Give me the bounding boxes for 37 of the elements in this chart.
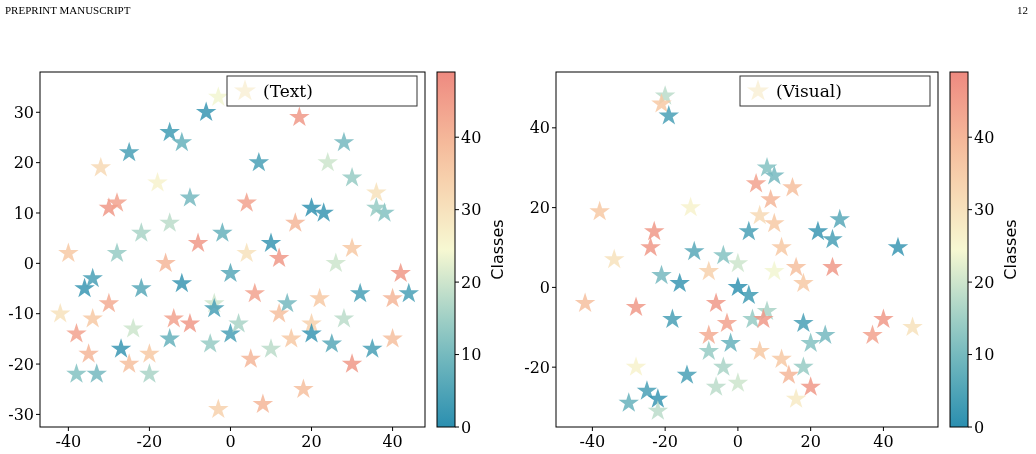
color-bar-label: 10 bbox=[974, 345, 995, 365]
color-bar-label: 30 bbox=[974, 200, 995, 220]
x-tick-label: 40 bbox=[382, 432, 403, 451]
color-bar-title: Classes bbox=[1001, 219, 1020, 280]
y-tick-label: 0 bbox=[539, 277, 550, 297]
x-tick-label: 40 bbox=[873, 432, 894, 451]
legend-label: (Text) bbox=[263, 80, 313, 101]
y-tick-label: 40 bbox=[529, 118, 550, 138]
y-tick-label: 10 bbox=[13, 203, 34, 223]
text: 12 bbox=[1017, 4, 1028, 16]
y-tick-label: 20 bbox=[13, 153, 34, 173]
y-tick-label: -10 bbox=[8, 304, 34, 324]
y-tick-label: 20 bbox=[529, 198, 550, 218]
color-bar-title: Classes bbox=[488, 219, 507, 280]
y-tick-label: 30 bbox=[13, 102, 34, 122]
color-bar-label: 40 bbox=[974, 127, 995, 147]
y-tick-label: -30 bbox=[8, 405, 34, 425]
color-bar-label: 0 bbox=[461, 417, 472, 437]
color-bar-label: 20 bbox=[974, 272, 995, 292]
x-tick-label: 20 bbox=[800, 432, 821, 451]
y-tick-label: -20 bbox=[524, 357, 550, 377]
legend-label: (Visual) bbox=[776, 80, 842, 101]
color-bar-label: 30 bbox=[461, 200, 482, 220]
color-bar-label: 20 bbox=[461, 272, 482, 292]
color-bar-label: 10 bbox=[461, 345, 482, 365]
x-tick-label: 0 bbox=[225, 432, 236, 451]
text: PREPRINT MANUSCRIPT bbox=[5, 4, 131, 16]
color-bar-label: 0 bbox=[974, 417, 985, 437]
y-tick-label: -20 bbox=[8, 354, 34, 374]
x-tick-label: -40 bbox=[55, 432, 82, 451]
x-tick-label: 0 bbox=[732, 432, 743, 451]
x-tick-label: 20 bbox=[301, 432, 322, 451]
y-tick-label: 0 bbox=[23, 253, 34, 273]
x-tick-label: -40 bbox=[579, 432, 606, 451]
color-bar-label: 40 bbox=[461, 127, 482, 147]
x-tick-label: -20 bbox=[136, 432, 163, 451]
x-tick-label: -20 bbox=[652, 432, 679, 451]
